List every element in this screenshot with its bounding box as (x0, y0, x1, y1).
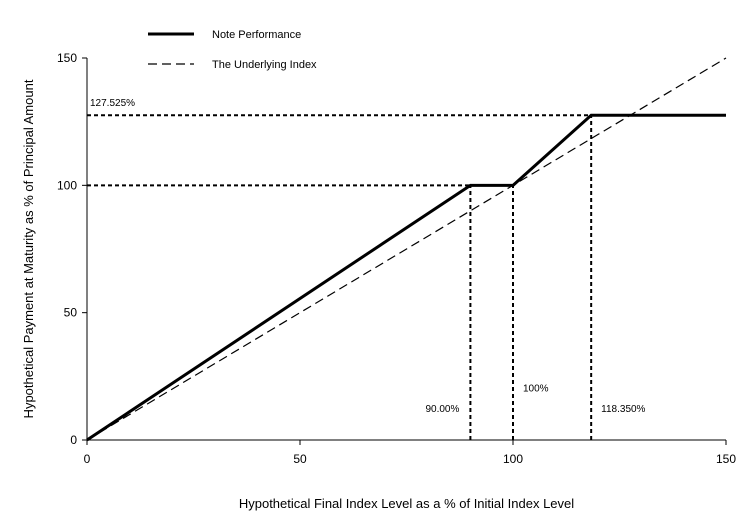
annotation-label: 100% (523, 384, 549, 395)
annotation-label: 118.350% (601, 404, 645, 415)
x-tick-label: 0 (84, 452, 91, 466)
series-line-underlying-index (86, 57, 727, 441)
series-lines (86, 57, 727, 442)
x-tick-label: 50 (293, 452, 307, 466)
y-axis-title: Hypothetical Payment at Maturity as % of… (21, 79, 36, 418)
y-tick-label: 0 (70, 433, 77, 447)
y-tick-label: 100 (57, 178, 77, 192)
annotations: 127.525% 90.00% 100% 118.350% (90, 98, 646, 415)
x-axis-title: Hypothetical Final Index Level as a % of… (239, 496, 574, 511)
legend: Note Performance The Underlying Index (148, 29, 317, 71)
reference-lines (87, 114, 593, 440)
legend-label: The Underlying Index (212, 59, 317, 71)
series-line-note-performance (86, 113, 726, 442)
legend-label: Note Performance (212, 29, 301, 41)
annotation-label: 127.525% (90, 98, 135, 109)
tick-labels: 0 50 100 150 0 50 100 150 (57, 51, 736, 466)
annotation-label: 90.00% (425, 404, 459, 415)
y-tick-label: 150 (57, 51, 77, 65)
y-tick-label: 50 (64, 306, 78, 320)
x-tick-label: 100 (503, 452, 523, 466)
x-tick-label: 150 (716, 452, 736, 466)
axes (82, 57, 727, 445)
